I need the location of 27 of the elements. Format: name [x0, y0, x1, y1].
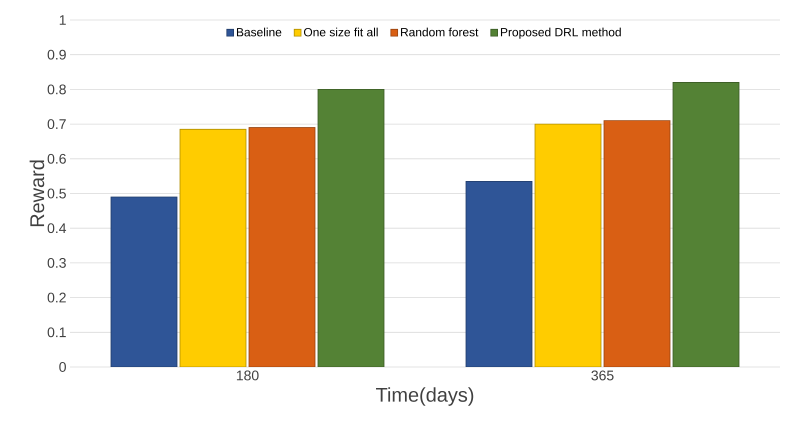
- y-tick-label: 0.4: [48, 223, 66, 234]
- x-tick-label: 180: [236, 370, 259, 380]
- bar: [248, 127, 316, 367]
- y-axis-title: Reward: [30, 160, 44, 226]
- legend-label: Random forest: [401, 28, 478, 36]
- y-tick-label: 0.6: [48, 154, 66, 164]
- bar: [466, 180, 532, 367]
- x-axis-title: Time(days): [376, 387, 474, 406]
- legend-label: Proposed DRL method: [500, 28, 621, 39]
- y-tick-label: 0.1: [48, 327, 66, 338]
- bar: [110, 196, 178, 367]
- x-tick-label: 365: [591, 370, 614, 380]
- y-tick-label: 0.3: [48, 258, 66, 268]
- bar: [180, 128, 246, 367]
- y-tick-label: 0: [59, 362, 66, 372]
- y-tick-label: 1: [60, 15, 66, 25]
- bar: [604, 120, 670, 367]
- y-tick-label: 0.5: [48, 188, 66, 198]
- y-tick-label: 0.8: [48, 84, 66, 94]
- legend-label: One size fit all: [304, 28, 378, 36]
- y-tick-label: 0.2: [48, 292, 66, 303]
- bar: [318, 88, 384, 367]
- y-tick-label: 0.9: [48, 50, 66, 60]
- bar: [672, 82, 740, 367]
- y-tick-label: 0.7: [48, 119, 66, 130]
- legend-label: Baseline: [236, 28, 282, 36]
- bar: [534, 124, 602, 367]
